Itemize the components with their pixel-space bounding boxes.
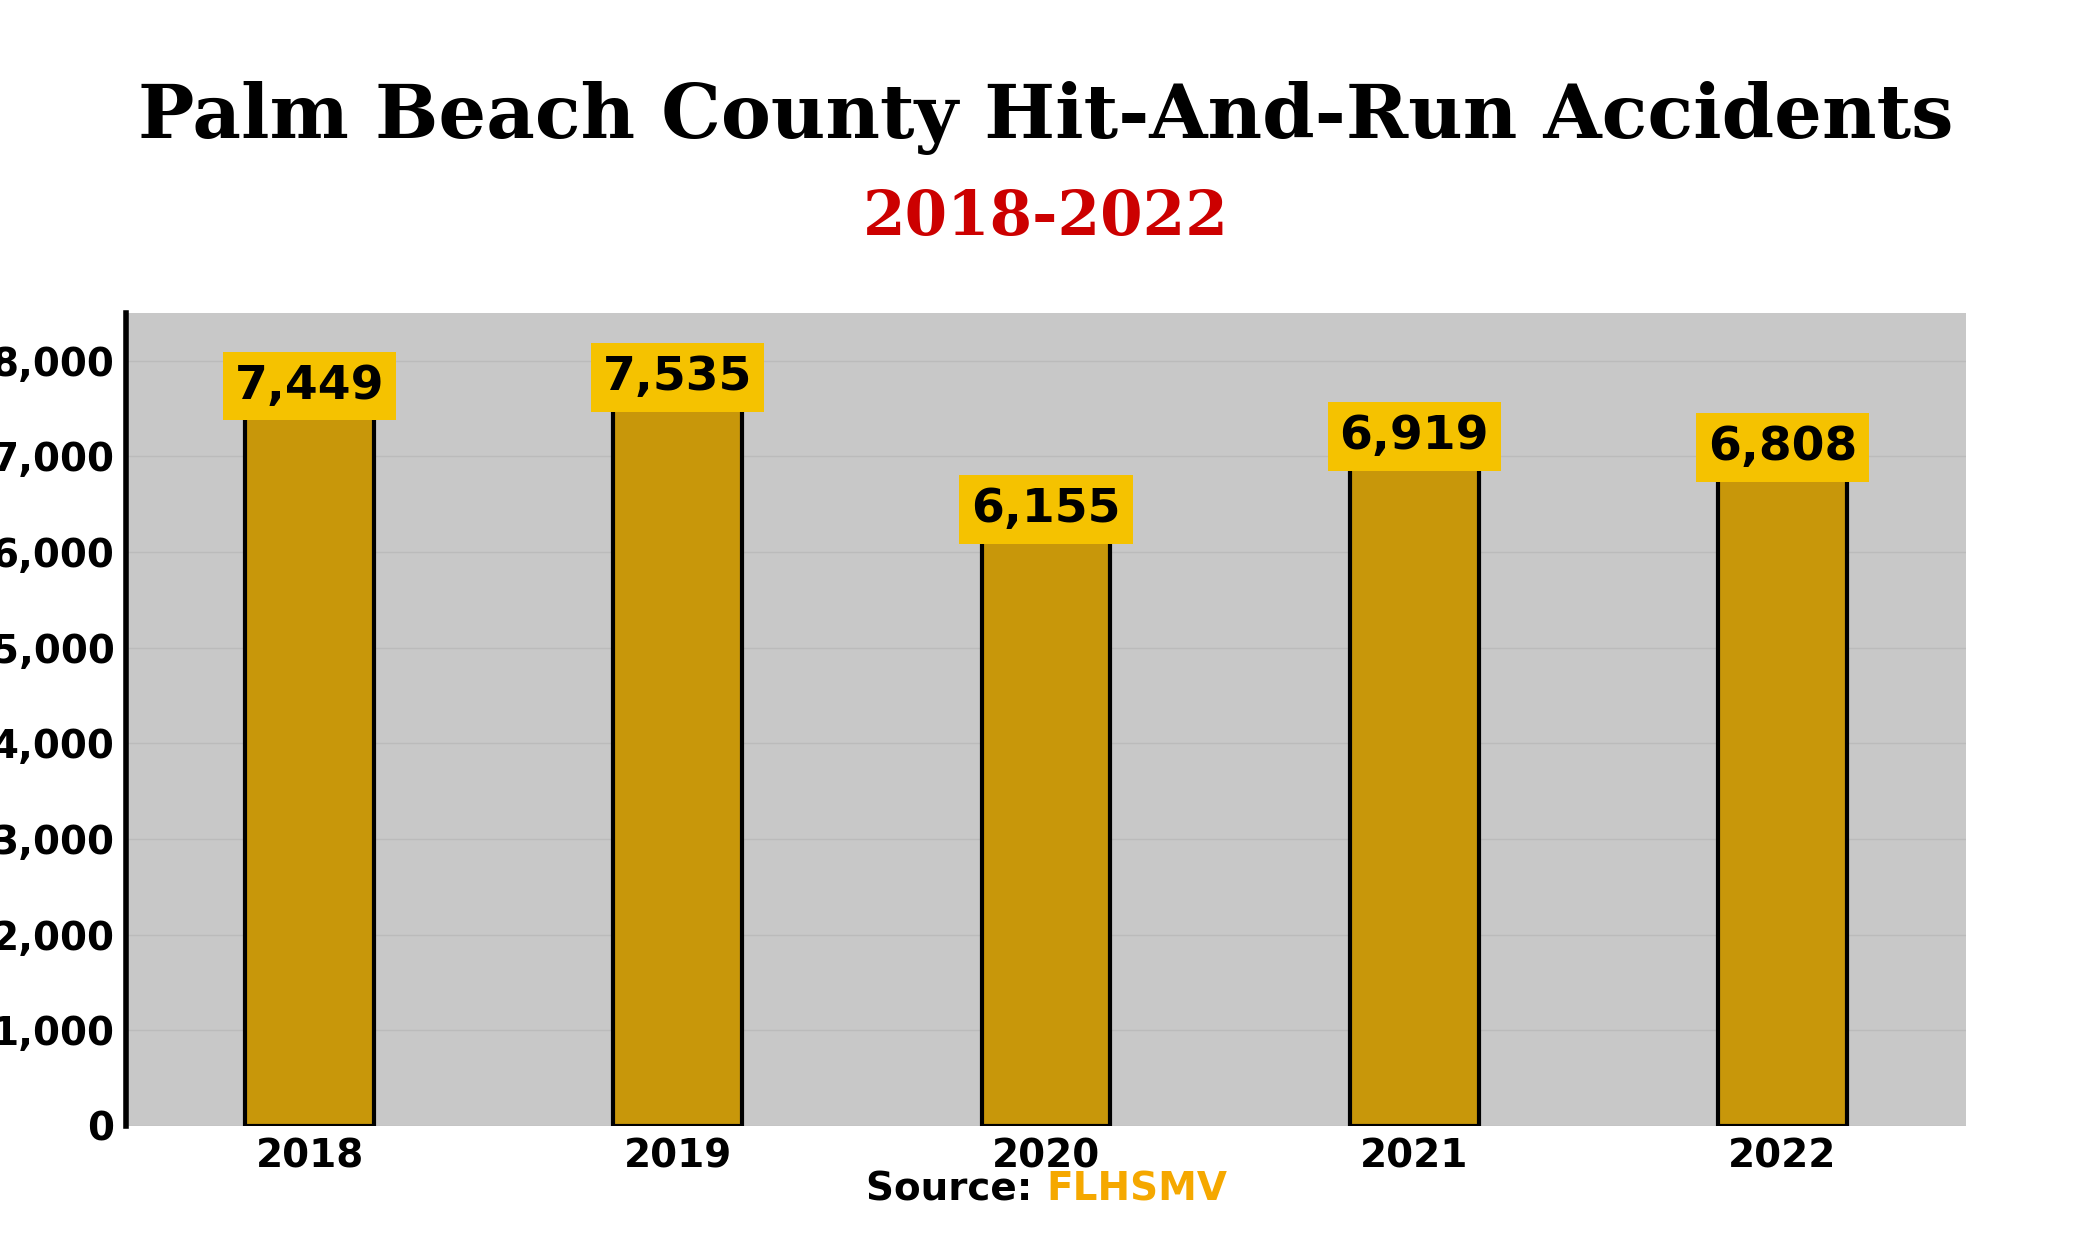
Text: FLHSMV: FLHSMV — [1046, 1171, 1228, 1208]
Text: Palm Beach County Hit-And-Run Accidents: Palm Beach County Hit-And-Run Accidents — [138, 81, 1954, 155]
Bar — [981, 537, 1111, 1126]
Text: 6,919: 6,919 — [1339, 414, 1490, 459]
Bar — [245, 413, 374, 1126]
Bar — [1349, 464, 1479, 1126]
Text: 7,535: 7,535 — [602, 355, 753, 400]
Text: 7,449: 7,449 — [234, 364, 385, 409]
Text: Source:: Source: — [866, 1171, 1046, 1208]
Text: 2018-2022: 2018-2022 — [864, 189, 1228, 248]
Text: 6,155: 6,155 — [971, 488, 1121, 533]
Text: 6,808: 6,808 — [1707, 425, 1858, 470]
Bar — [1718, 474, 1847, 1126]
Bar — [613, 405, 743, 1126]
